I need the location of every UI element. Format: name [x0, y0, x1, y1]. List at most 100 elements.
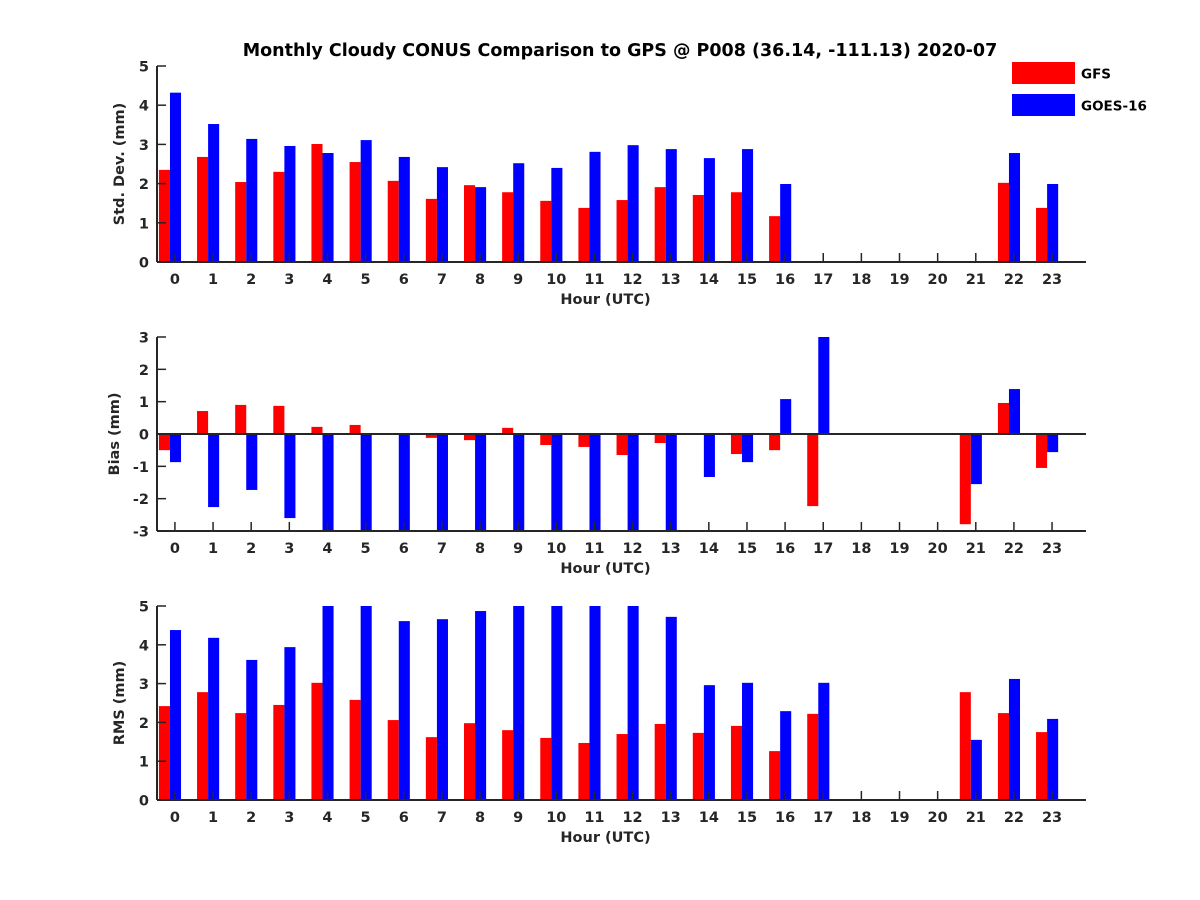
rms-bar-gfs-hour-1 [197, 692, 209, 800]
rms-bar-goes-16-hour-15 [742, 682, 754, 800]
std-dev-bar-goes-16-hour-3 [284, 145, 296, 262]
rms-bar-gfs-hour-21 [959, 692, 971, 800]
std-dev-y-tick-label: 4 [139, 99, 149, 115]
bias-x-tick-label: 15 [737, 541, 757, 557]
std-dev-x-tick-label: 2 [246, 272, 256, 288]
std-dev-panel: 0 1 2 3 4 5 6 7 8 9 10 11 12 13 14 15 16 17 18 19 20 21 22 2301… [112, 60, 1086, 308]
rms-y-tick-label: 0 [139, 794, 149, 810]
std-dev-bar-gfs-hour-8 [464, 185, 476, 262]
std-dev-y-tick-label: 5 [139, 60, 149, 76]
bias-bar-goes-16-hour-3 [284, 434, 296, 519]
bias-bar-gfs-hour-16 [769, 434, 781, 451]
rms-bar-gfs-hour-4 [311, 682, 323, 800]
rms-bar-goes-16-hour-8 [475, 611, 487, 800]
std-dev-bar-goes-16-hour-11 [589, 151, 601, 262]
std-dev-bar-goes-16-hour-7 [436, 167, 448, 262]
bias-bar-goes-16-hour-10 [551, 434, 563, 531]
bias-bar-gfs-hour-13 [654, 434, 666, 444]
std-dev-bar-gfs-hour-12 [616, 200, 628, 262]
std-dev-x-tick-label: 6 [399, 272, 409, 288]
std-dev-x-tick-label: 20 [928, 272, 948, 288]
bias-x-tick-label: 4 [322, 541, 332, 557]
std-dev-x-tick-label: 14 [699, 272, 719, 288]
std-dev-x-axis-label: Hour (UTC) [560, 292, 650, 308]
std-dev-bar-goes-16-hour-5 [360, 140, 372, 262]
figure-title: Monthly Cloudy CONUS Comparison to GPS @… [243, 41, 998, 61]
bias-bar-goes-16-hour-5 [360, 434, 372, 531]
rms-bar-goes-16-hour-16 [780, 711, 792, 800]
rms-bar-gfs-hour-14 [692, 732, 704, 800]
std-dev-bar-gfs-hour-22 [997, 182, 1009, 262]
bias-bar-goes-16-hour-22 [1008, 389, 1021, 434]
rms-x-tick-label: 3 [284, 810, 294, 826]
rms-x-tick-label: 21 [966, 810, 986, 826]
std-dev-x-tick-label: 19 [889, 272, 909, 288]
bias-bar-gfs-hour-8 [464, 434, 476, 441]
bias-bar-gfs-hour-0 [158, 434, 170, 451]
std-dev-bar-gfs-hour-23 [1036, 207, 1048, 262]
rms-bar-gfs-hour-3 [273, 704, 285, 800]
std-dev-bar-goes-16-hour-15 [742, 149, 754, 262]
rms-bar-gfs-hour-23 [1036, 732, 1048, 800]
bias-bar-gfs-hour-10 [540, 434, 552, 445]
std-dev-bar-goes-16-hour-1 [208, 124, 220, 263]
std-dev-x-tick-label: 13 [661, 272, 681, 288]
std-dev-x-tick-label: 10 [546, 272, 566, 288]
std-dev-bar-goes-16-hour-13 [665, 149, 677, 262]
std-dev-x-tick-label: 5 [361, 272, 371, 288]
std-dev-bar-gfs-hour-7 [425, 198, 437, 262]
std-dev-bar-gfs-hour-14 [692, 194, 704, 262]
rms-bar-goes-16-hour-11 [589, 606, 601, 800]
rms-bar-goes-16-hour-14 [703, 685, 715, 800]
rms-bar-gfs-hour-17 [807, 713, 819, 800]
bias-x-tick-label: 13 [661, 541, 681, 557]
rms-bar-gfs-hour-9 [502, 730, 514, 800]
rms-x-tick-label: 4 [322, 810, 332, 826]
rms-bar-gfs-hour-2 [235, 713, 247, 800]
rms-x-tick-label: 6 [399, 810, 409, 826]
std-dev-bar-gfs-hour-5 [349, 162, 361, 262]
rms-x-tick-label: 8 [475, 810, 485, 826]
rms-x-tick-label: 0 [170, 810, 180, 826]
bias-y-tick-label: 0 [139, 428, 149, 444]
std-dev-bar-goes-16-hour-9 [513, 163, 525, 262]
std-dev-x-tick-label: 1 [208, 272, 218, 288]
rms-bar-goes-16-hour-9 [513, 606, 525, 800]
rms-bar-goes-16-hour-10 [551, 606, 563, 800]
legend: GFS GOES-16 [1012, 62, 1147, 116]
bias-bar-goes-16-hour-8 [475, 434, 487, 531]
std-dev-x-tick-label: 17 [813, 272, 833, 288]
bias-bar-goes-16-hour-14 [703, 434, 715, 477]
legend-label-goes-16: GOES-16 [1081, 99, 1147, 115]
bias-bar-goes-16-hour-15 [742, 434, 754, 463]
std-dev-x-tick-label: 0 [170, 272, 180, 288]
bias-y-tick-label: 1 [139, 395, 149, 411]
rms-x-tick-label: 17 [813, 810, 833, 826]
bias-bar-goes-16-hour-4 [322, 434, 334, 531]
legend-label-gfs: GFS [1081, 67, 1111, 83]
bias-x-tick-label: 0 [170, 541, 180, 557]
bias-x-tick-label: 9 [513, 541, 523, 557]
bias-bar-goes-16-hour-23 [1047, 434, 1059, 453]
bias-x-tick-label: 8 [475, 541, 485, 557]
rms-y-tick-label: 4 [139, 638, 149, 654]
bias-bar-goes-16-hour-11 [589, 434, 601, 531]
bias-y-tick-label: 2 [139, 363, 149, 379]
std-dev-bar-gfs-hour-15 [730, 192, 743, 262]
rms-bar-gfs-hour-16 [769, 751, 781, 800]
rms-y-tick-label: 2 [139, 716, 149, 732]
rms-x-axis-label: Hour (UTC) [560, 830, 650, 846]
rms-bar-goes-16-hour-22 [1008, 678, 1021, 800]
rms-bar-gfs-hour-22 [997, 713, 1009, 800]
rms-bar-goes-16-hour-13 [665, 616, 677, 800]
rms-bar-goes-16-hour-2 [246, 659, 258, 800]
bias-x-tick-label: 11 [584, 541, 604, 557]
bias-bar-gfs-hour-23 [1036, 434, 1048, 468]
rms-y-axis-label: RMS (mm) [112, 661, 128, 746]
bias-x-tick-label: 5 [361, 541, 371, 557]
rms-x-tick-label: 2 [246, 810, 256, 826]
rms-x-tick-label: 9 [513, 810, 523, 826]
rms-bar-goes-16-hour-3 [284, 647, 296, 800]
std-dev-bar-gfs-hour-13 [654, 187, 666, 262]
